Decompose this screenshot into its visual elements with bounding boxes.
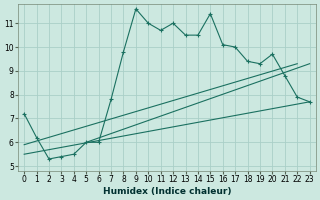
X-axis label: Humidex (Indice chaleur): Humidex (Indice chaleur) bbox=[103, 187, 231, 196]
